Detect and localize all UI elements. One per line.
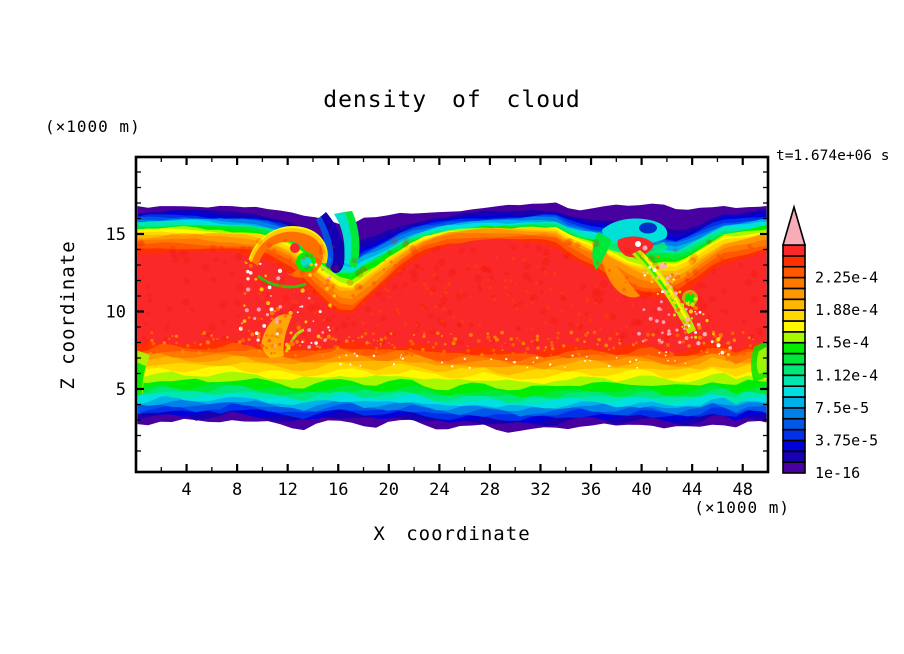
svg-text:44: 44 [682,480,702,500]
svg-text:40: 40 [631,480,651,500]
svg-text:2.25e-4: 2.25e-4 [815,269,878,287]
z-axis-unit-label: (×1000 m) [45,117,141,136]
vortex1-amber-rim [249,228,327,264]
svg-text:36: 36 [581,480,601,500]
contour-field [137,202,767,433]
speckle-noise [137,237,764,370]
svg-text:48: 48 [732,480,752,500]
svg-text:1e-16: 1e-16 [815,464,860,482]
vortex1-green-streak [257,274,307,289]
svg-text:4: 4 [181,480,191,500]
vortex2-red-patch [617,236,654,258]
svg-text:12: 12 [277,480,297,500]
colorbar: 1e-16 3.75e-5 7.5e-5 1.12e-4 1.5e-4 1.88e-4 2.… [781,204,878,482]
vortex2-white-dot [635,241,641,247]
svg-text:1.12e-4: 1.12e-4 [815,366,878,384]
vortex2-green-blob [685,293,695,303]
vortex1-cyan-lining [334,212,353,266]
svg-text:28: 28 [480,480,500,500]
vortex1-green-lining [344,211,360,268]
svg-text:10: 10 [106,303,126,323]
time-annotation: t=1.674e+06 s [776,148,890,164]
vortex2-green-flank [592,232,612,270]
svg-text:1.88e-4: 1.88e-4 [815,301,878,319]
x-axis-label: X coordinate [373,523,531,545]
vortex2-streak-core [640,252,688,319]
page-title: density of cloud [323,87,581,113]
svg-text:1.5e-4: 1.5e-4 [815,334,869,352]
vortex2-spring-fringe [602,238,668,255]
vortex2-orange-flank [603,252,640,298]
left-edge-upwelling-green [137,362,146,396]
svg-text:24: 24 [429,480,449,500]
vortex1-cyan-core [300,256,312,268]
vortex2-navy-blob [639,222,657,234]
svg-text:16: 16 [328,480,348,500]
x-axis-unit-label: (×1000 m) [694,498,790,517]
svg-text:15: 15 [106,225,126,245]
svg-text:20: 20 [379,480,399,500]
svg-text:5: 5 [116,380,126,400]
vortex1-red-spot [290,243,300,253]
svg-text:7.5e-5: 7.5e-5 [815,399,869,417]
svg-text:32: 32 [530,480,550,500]
z-axis-label: Z coordinate [57,240,79,390]
right-edge-upwelling-yellow [756,346,767,374]
svg-text:3.75e-5: 3.75e-5 [815,431,878,449]
vortex2-pink-dot [642,245,648,251]
vortex1-lower-plume [261,314,292,358]
vortex1-blue-lining [316,216,334,268]
svg-text:8: 8 [232,480,242,500]
